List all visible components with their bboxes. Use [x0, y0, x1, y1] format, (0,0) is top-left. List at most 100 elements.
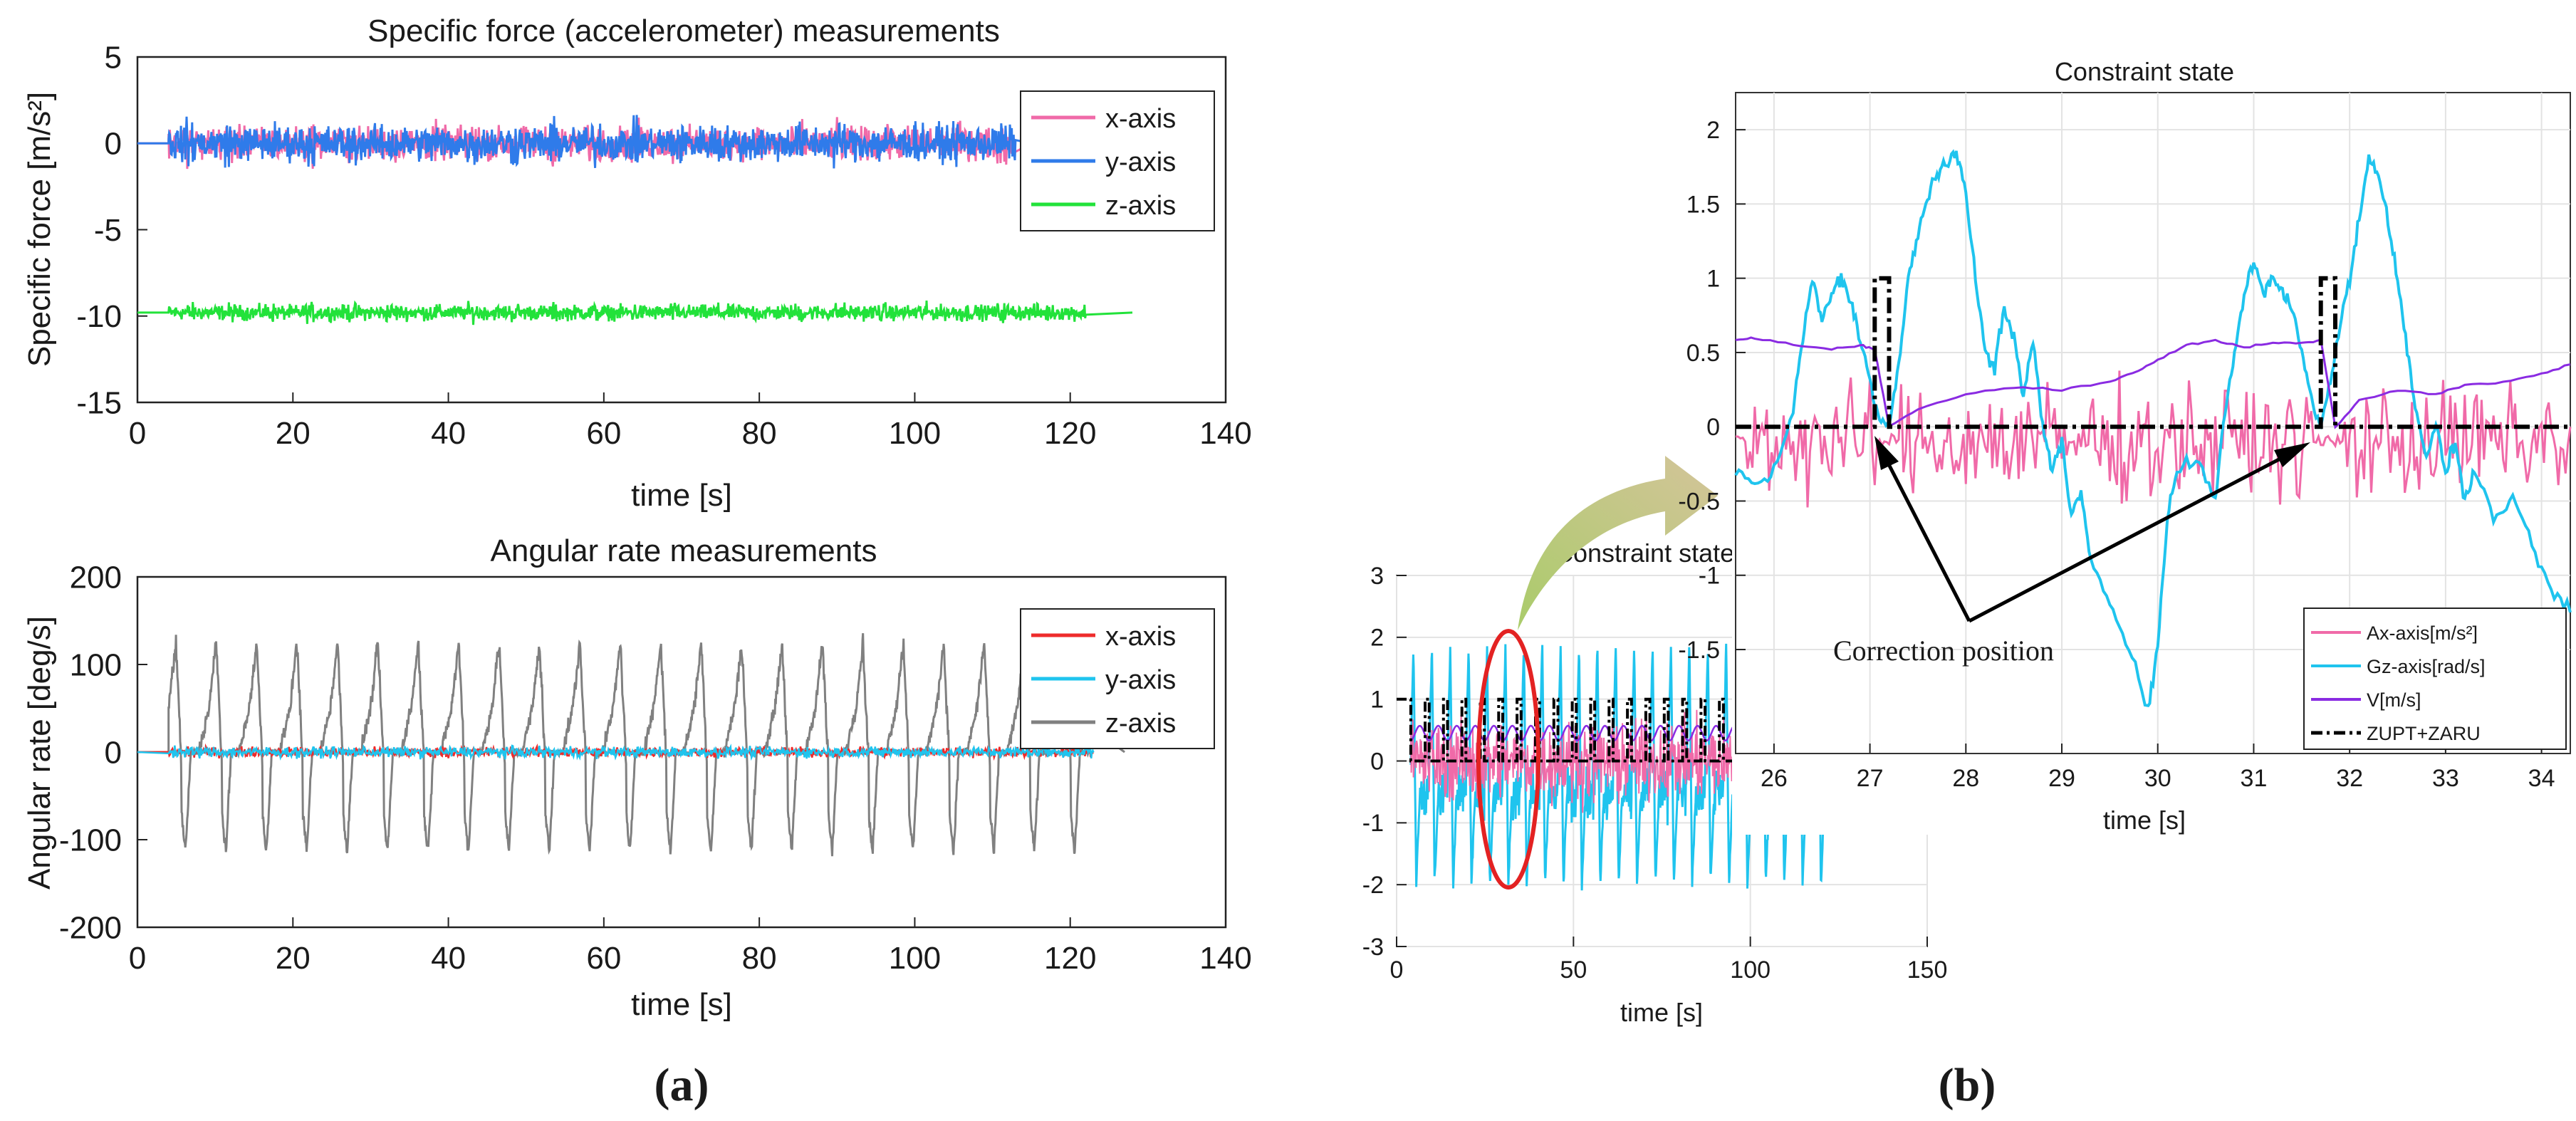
x-tick-label: 80: [742, 416, 777, 451]
constraint-zoom-legend: Ax-axis[m/s²] Gz-axis[rad/s] V[m/s] ZUPT…: [2303, 608, 2567, 750]
y-tick-label: 3: [1370, 563, 1384, 590]
x-tick-label: 50: [1560, 956, 1587, 984]
constraint-zoom-series: [1734, 149, 2572, 707]
x-tick-label: 31: [2241, 765, 2268, 792]
angular-rate-ylabel: Angular rate [deg/s]: [22, 616, 57, 890]
panel-b-label: (b): [1939, 1059, 1996, 1111]
x-tick-label: 40: [431, 941, 466, 976]
specific-force-series: [137, 115, 1133, 325]
x-tick-label: 0: [129, 941, 146, 976]
specific-force-title: Specific force (accelerometer) measureme…: [367, 14, 1000, 48]
y-tick-label: -1.5: [1678, 637, 1720, 664]
specific-force-chart: Specific force (accelerometer) measureme…: [22, 14, 1252, 513]
legend-label-zupt-zaru: ZUPT+ZARU: [2367, 723, 2481, 744]
x-tick-label: 20: [276, 416, 311, 451]
x-tick-label: 33: [2432, 765, 2459, 792]
y-tick-label: 100: [70, 647, 122, 682]
x-tick-label: 120: [1044, 416, 1096, 451]
angular-rate-y-ticks: -200 -100 0 100 200: [59, 560, 147, 945]
constraint-zoom-title: Constraint state: [2055, 57, 2234, 86]
specific-force-y-ticks: -15 -10 -5 0 5: [76, 40, 147, 420]
x-tick-label: 40: [431, 416, 466, 451]
series-ax-axis: [1735, 370, 2572, 508]
y-tick-label: 2: [1706, 117, 1720, 144]
angular-rate-legend: x-axis y-axis z-axis: [1020, 608, 1215, 749]
x-tick-label: 30: [2144, 765, 2171, 792]
legend-label-ax-axis: Ax-axis[m/s²]: [2367, 622, 2478, 644]
series-y-axis: [137, 115, 1032, 169]
annotation-arrowhead-left: [1874, 436, 1899, 470]
y-tick-label: 0: [1706, 414, 1720, 441]
y-tick-label: -15: [76, 385, 122, 420]
constraint-zoom-xlabel: time [s]: [2103, 805, 2186, 835]
x-tick-label: 80: [742, 941, 777, 976]
y-tick-label: 5: [105, 40, 122, 75]
x-tick-label: 27: [1857, 765, 1884, 792]
specific-force-xlabel: time [s]: [631, 478, 732, 513]
legend-label-z-axis: z-axis: [1105, 191, 1176, 221]
constraint-overview-xlabel: time [s]: [1620, 998, 1703, 1027]
specific-force-legend: x-axis y-axis z-axis: [1020, 90, 1215, 231]
series-y-axis: [137, 744, 1095, 761]
y-tick-label: 200: [70, 560, 122, 595]
annotation-text: Correction position: [1833, 635, 2054, 667]
x-tick-label: 0: [129, 416, 146, 451]
transition-arrow: [1499, 456, 1718, 630]
constraint-zoom-y-ticks: -1.5 -1 -0.5 0 0.5 1 1.5 2: [1678, 117, 1746, 664]
y-tick-label: 0.5: [1686, 340, 1720, 367]
angular-rate-title: Angular rate measurements: [491, 533, 877, 568]
annotation-arrowhead-right: [2274, 442, 2310, 467]
x-tick-label: 0: [1390, 956, 1404, 984]
x-tick-label: 140: [1199, 941, 1251, 976]
y-tick-label: -5: [94, 213, 122, 248]
y-tick-label: -1: [1362, 810, 1384, 837]
y-tick-label: -100: [59, 823, 122, 857]
legend-label-x-axis: x-axis: [1105, 104, 1176, 134]
legend-label-z-axis: z-axis: [1105, 709, 1176, 739]
x-tick-label: 100: [889, 416, 941, 451]
y-tick-label: 1: [1370, 687, 1384, 714]
x-tick-label: 120: [1044, 941, 1096, 976]
correction-annotation: Correction position: [1833, 436, 2310, 667]
y-tick-label: 0: [1370, 748, 1384, 775]
legend-label-y-axis: y-axis: [1105, 665, 1176, 695]
y-tick-label: 2: [1370, 625, 1384, 652]
x-tick-label: 100: [1730, 956, 1771, 984]
series-zupt-zaru: [1736, 276, 2570, 429]
constraint-zoom-x-ticks: 26 27 28 29 30 31 32 33 34: [1761, 744, 2555, 792]
y-tick-label: -1: [1699, 563, 1720, 590]
angular-rate-xlabel: time [s]: [631, 987, 732, 1022]
series-z-axis: [137, 632, 1125, 857]
legend-label-gz-axis: Gz-axis[rad/s]: [2367, 656, 2486, 677]
legend-label-y-axis: y-axis: [1105, 147, 1176, 177]
series-velocity: [1735, 336, 2571, 429]
angular-rate-x-ticks: 0 20 40 60 80 100 120 140: [129, 917, 1252, 976]
x-tick-label: 26: [1761, 765, 1788, 792]
annotation-arrow-right: [1968, 457, 2280, 623]
annotation-arrow-left: [1887, 463, 1971, 622]
angular-rate-chart: Angular rate measurements -200 -100 0 100 20…: [22, 533, 1252, 1022]
x-tick-label: 100: [889, 941, 941, 976]
y-tick-label: -3: [1362, 934, 1384, 961]
y-tick-label: -200: [59, 910, 122, 945]
specific-force-x-ticks: 0 20 40 60 80 100 120 140: [129, 392, 1252, 451]
y-tick-label: -2: [1362, 872, 1384, 899]
legend-label-velocity: V[m/s]: [2367, 689, 2421, 711]
constraint-overview-x-ticks: 0 50 100 150: [1390, 937, 1948, 984]
legend-label-x-axis: x-axis: [1105, 622, 1176, 652]
x-tick-label: 150: [1907, 956, 1948, 984]
y-tick-label: -0.5: [1678, 488, 1720, 515]
constraint-zoom-chart: Constraint state -1.5 -1 -0.5 0 0.5 1 1.5 2 26 2…: [1678, 51, 2575, 835]
y-tick-label: 1.5: [1686, 191, 1720, 218]
panel-a-label: (a): [655, 1059, 709, 1111]
x-tick-label: 32: [2336, 765, 2363, 792]
y-tick-label: -10: [76, 299, 122, 334]
x-tick-label: 60: [586, 416, 621, 451]
highlight-ellipse: [1476, 629, 1540, 890]
x-tick-label: 28: [1952, 765, 1979, 792]
series-z-axis: [137, 300, 1133, 325]
specific-force-ylabel: Specific force [m/s²]: [22, 92, 57, 367]
x-tick-label: 60: [586, 941, 621, 976]
y-tick-label: 1: [1706, 266, 1720, 293]
x-tick-label: 140: [1199, 416, 1251, 451]
